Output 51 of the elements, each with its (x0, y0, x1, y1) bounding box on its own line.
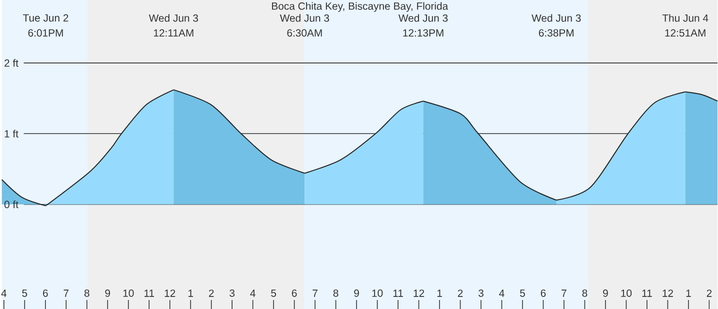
x-tick-label: 12 (164, 289, 176, 297)
x-tick-label: 4 (1, 289, 6, 297)
annotation: 6:01PM (28, 29, 63, 36)
x-tick-label: 10 (123, 289, 134, 297)
annotation: Thu Jun 4 (662, 14, 708, 22)
x-tick-label: 7 (312, 289, 318, 297)
annotation: 6:38PM (538, 29, 574, 36)
x-tick-label: 8 (84, 289, 90, 297)
chart-title: Boca Chita Key, Biscayne Bay, Florida (272, 2, 448, 12)
x-tick-label: 2 (458, 289, 463, 297)
annotation: Wed Jun 3 (280, 14, 330, 22)
x-tick-label: 12 (414, 289, 424, 297)
annotation: Wed Jun 3 (398, 14, 448, 22)
x-tick-label: 2 (706, 289, 712, 297)
x-tick-label: 11 (642, 289, 652, 297)
x-tick-label: 9 (354, 289, 359, 297)
x-tick-label: 11 (144, 289, 154, 297)
x-tick-label: 11 (393, 289, 403, 297)
x-tick-label: 6 (43, 289, 48, 297)
y-tick-label: 1 ft (4, 130, 18, 138)
y-tick-label: 0 ft (4, 200, 18, 208)
x-tick-label: 9 (603, 289, 608, 297)
x-tick-label: 12 (662, 289, 673, 297)
x-tick-label: 10 (372, 289, 383, 297)
annotation: Wed Jun 3 (148, 14, 198, 22)
annotation: 6:30AM (287, 29, 322, 36)
annotation: 12:11AM (154, 29, 194, 36)
x-tick-label: 7 (562, 289, 566, 297)
x-tick-label: 2 (208, 289, 214, 297)
annotation: Wed Jun 3 (532, 14, 581, 22)
x-tick-label: 10 (621, 289, 632, 297)
annotation: 12:51AM (665, 29, 706, 36)
x-tick-label: 1 (188, 289, 193, 297)
x-tick-label: 1 (686, 289, 691, 297)
x-tick-label: 5 (520, 289, 525, 297)
x-tick-label: 8 (333, 289, 338, 297)
x-tick-label: 7 (64, 289, 68, 297)
x-tick-label: 3 (230, 289, 235, 297)
x-tick-label: 3 (478, 289, 484, 297)
x-tick-label: 9 (105, 289, 110, 297)
x-tick-label: 6 (540, 289, 546, 297)
x-tick-label: 5 (22, 289, 28, 297)
annotation: Tue Jun 2 (22, 14, 68, 22)
x-tick-label: 8 (582, 289, 588, 297)
annotation: 12:13PM (403, 29, 444, 36)
x-tick-label: 6 (292, 289, 297, 297)
x-tick-label: 4 (499, 289, 504, 297)
x-tick-label: 5 (271, 289, 276, 297)
x-tick-label: 4 (250, 289, 256, 297)
y-tick-label: 2 ft (4, 58, 18, 67)
x-tick-label: 1 (437, 289, 442, 297)
